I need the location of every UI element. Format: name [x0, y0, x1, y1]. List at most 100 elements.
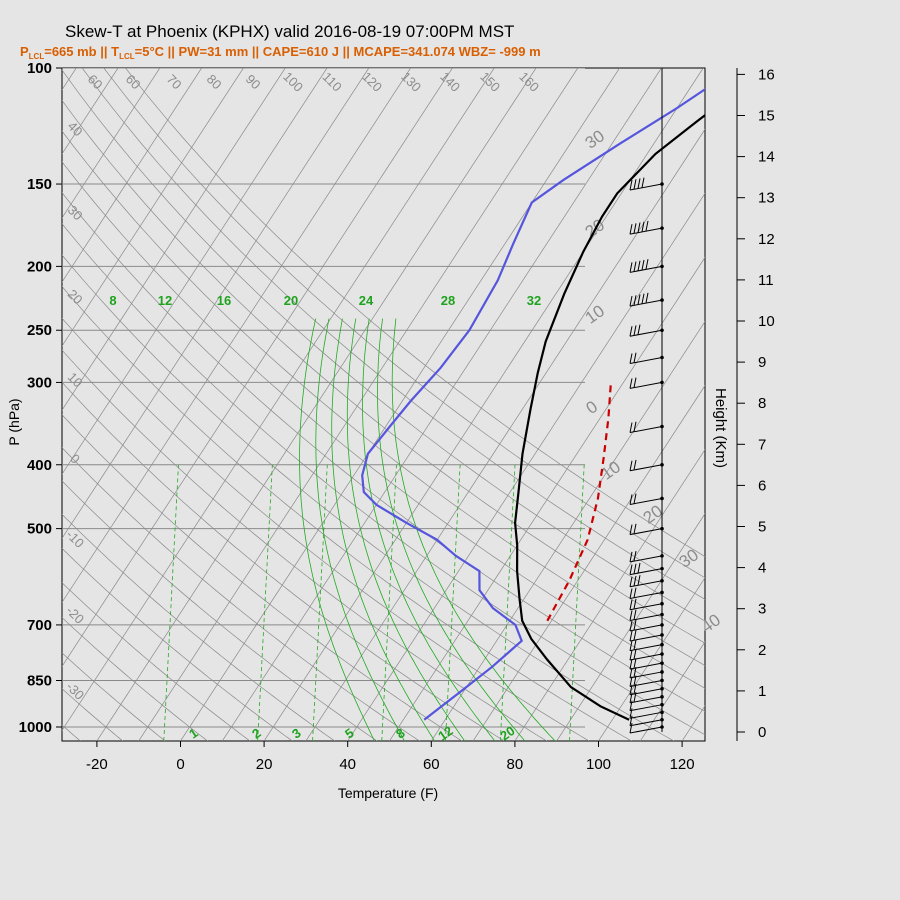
- p-tick-label: 1000: [19, 719, 52, 736]
- wind-barb-shaft: [629, 696, 663, 704]
- moist-adiabat-line: [377, 318, 526, 741]
- wind-barb-feather: [629, 326, 633, 337]
- wind-barb-feather: [633, 575, 637, 587]
- wind-barb-feather: [629, 649, 633, 661]
- wind-barb-feather: [629, 224, 633, 235]
- isotherm-line: [62, 68, 328, 475]
- mixing-ratio-line: [257, 464, 273, 741]
- dry-adiabat-line: [62, 381, 505, 741]
- mixing-ratio-line: [569, 464, 585, 741]
- wind-barb-shaft: [629, 603, 663, 611]
- x-tick-label: 120: [670, 756, 695, 773]
- moist-adiabat-line: [346, 318, 466, 741]
- wind-barb-feather: [641, 221, 645, 232]
- mixing-ratio-bottom-label: 12: [435, 723, 455, 744]
- isotherm-label: 140: [437, 69, 463, 95]
- chart-title: Skew-T at Phoenix (KPHX) valid 2016-08-1…: [65, 22, 514, 41]
- isotherm-line: [891, 68, 900, 741]
- dry-adiabat-line: [62, 582, 251, 741]
- wind-barb-shaft: [629, 653, 663, 661]
- isotherm-label: 70: [164, 71, 185, 92]
- dry-adiabat-line: [62, 192, 705, 712]
- wind-barb-shaft: [629, 528, 663, 536]
- mixing-ratio-bottom-label: 2: [249, 725, 264, 741]
- wind-barb-feather: [633, 523, 637, 534]
- mixing-ratio-top-label: 8: [109, 293, 116, 308]
- wind-barb-feather: [633, 295, 637, 306]
- isotherm-label: 60: [123, 71, 144, 92]
- mixing-ratio-bottom-label: 3: [289, 725, 304, 741]
- wind-barb-shaft: [629, 688, 663, 696]
- wind-barb-feather: [637, 222, 641, 233]
- mixing-ratio-top-label: 24: [359, 293, 374, 308]
- wind-barb-shaft: [629, 357, 663, 365]
- wind-barb-feather: [633, 563, 637, 574]
- wind-barb-shaft: [629, 711, 663, 719]
- wind-barb-shaft: [629, 426, 663, 434]
- height-tick-label: 13: [758, 190, 775, 207]
- p-tick-label: 200: [27, 258, 52, 275]
- wind-barbs: [629, 68, 664, 734]
- mixing-ratio-bottom-label: 1: [186, 725, 201, 741]
- wind-barb-feather: [633, 658, 637, 669]
- isotherm-line: [556, 513, 705, 741]
- wind-barb-feather: [637, 324, 641, 335]
- wind-barb-feather: [641, 259, 645, 271]
- dry-adiabat-line: [62, 513, 335, 741]
- wind-barb-feather: [633, 421, 637, 432]
- wind-barb-shaft: [629, 227, 663, 235]
- isotherm-line: [62, 68, 202, 283]
- moist-adiabat-label: 0: [583, 397, 602, 418]
- isotherm-line: [180, 68, 620, 741]
- height-tick-label: 11: [758, 272, 774, 289]
- isotherm-label: 120: [359, 69, 385, 95]
- wind-barb-shaft: [629, 183, 663, 191]
- height-tick-label: 16: [758, 66, 775, 83]
- isotherm-line: [431, 320, 705, 741]
- wind-barb-feather: [641, 293, 645, 304]
- dry-adiabat-line: [103, 68, 705, 579]
- wind-barb-shaft: [629, 671, 663, 679]
- mixing-ratio-bottom-label: 20: [497, 723, 517, 744]
- wind-barb-shaft: [629, 555, 663, 563]
- isotherm-line: [472, 384, 705, 741]
- dry-adiabat-line: [62, 130, 705, 667]
- mixing-ratio-top-label: 16: [217, 293, 231, 308]
- x-tick-label: -20: [86, 756, 108, 773]
- wind-barb-shaft: [629, 679, 663, 687]
- dry-adiabat-line: [62, 617, 208, 741]
- isotherm-line: [347, 192, 705, 741]
- wind-barb-shaft: [629, 614, 663, 622]
- height-tick-label: 15: [758, 108, 775, 125]
- x-axis-title: Temperature (F): [338, 785, 438, 801]
- wind-barb-feather: [629, 378, 633, 389]
- moist-adiabat-line: [315, 318, 405, 741]
- x-tick-label: 40: [339, 756, 356, 773]
- moist-adiabat-label: 30: [582, 126, 608, 152]
- isotherm-line: [222, 68, 662, 741]
- height-axis-title: Height (Km): [712, 388, 729, 468]
- wind-barb-feather: [633, 493, 637, 504]
- wind-barb-feather: [633, 598, 637, 610]
- moist-adiabat-line: [391, 318, 556, 741]
- wind-barb-shaft: [629, 662, 663, 670]
- wind-barb-shaft: [629, 624, 663, 632]
- mixing-ratio-top-label: 20: [284, 293, 298, 308]
- p-tick-label: 150: [27, 176, 52, 193]
- moist-adiabat-line: [331, 318, 435, 741]
- wind-barb-feather: [633, 630, 637, 641]
- wind-barb-feather: [633, 377, 637, 388]
- dry-adiabat-line: [62, 99, 705, 644]
- isotherm-line: [62, 68, 411, 603]
- wind-barb-feather: [637, 178, 641, 189]
- isotherm-line: [62, 68, 286, 411]
- wind-barb-feather: [629, 262, 633, 273]
- y-axis-title: P (hPa): [6, 398, 22, 445]
- wind-barb-shaft: [629, 329, 663, 337]
- wind-barb-feather: [629, 599, 633, 610]
- dry-adiabat-line: [62, 285, 632, 741]
- wind-barb-shaft: [629, 644, 663, 652]
- mixing-ratio-top-label: 12: [158, 293, 172, 308]
- dry-adiabat-line: [62, 688, 123, 741]
- dry-adiabat-line: [62, 547, 293, 741]
